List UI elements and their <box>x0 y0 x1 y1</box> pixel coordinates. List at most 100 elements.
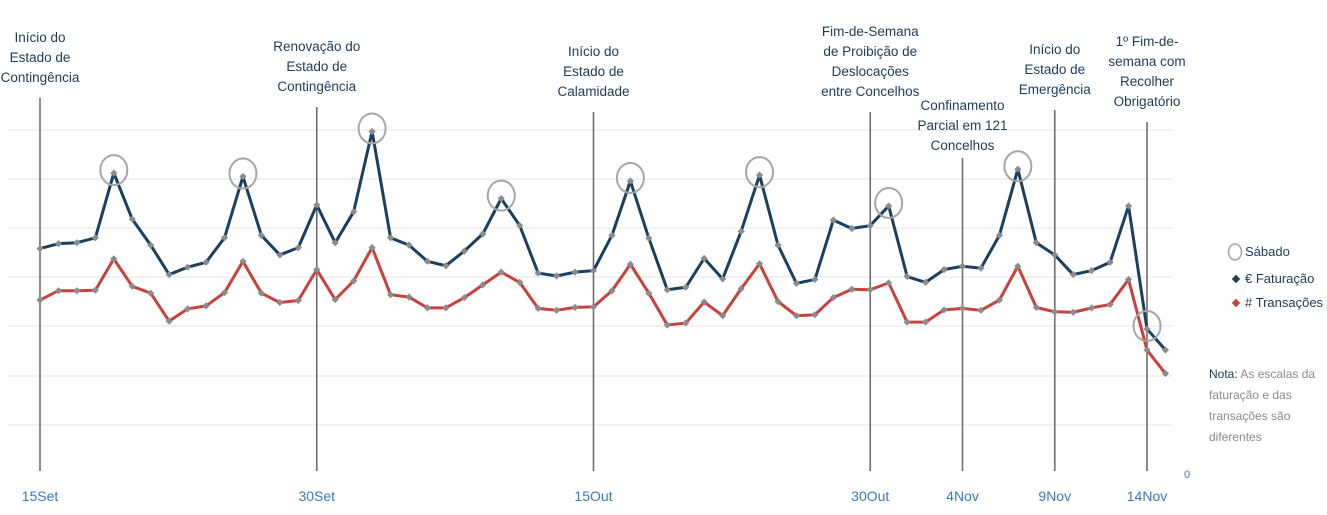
data-point <box>294 296 302 305</box>
data-point <box>54 240 63 248</box>
data-point <box>866 286 874 294</box>
data-point <box>442 262 450 270</box>
legend-label: # Transações <box>1245 295 1324 310</box>
data-point <box>995 231 1003 239</box>
data-point <box>792 312 801 320</box>
data-point <box>313 266 321 274</box>
data-point <box>350 208 358 216</box>
data-point <box>977 306 985 314</box>
x-tick-label: 15Out <box>574 488 612 504</box>
data-point <box>774 241 782 249</box>
data-point <box>405 293 413 301</box>
x-tick-label: 15Set <box>22 488 59 504</box>
data-point <box>479 230 487 238</box>
event-annotation: 1º Fim-de- <box>1116 34 1179 49</box>
event-annotation: Parcial em 121 <box>917 118 1007 133</box>
data-point <box>719 312 727 320</box>
x-tick-label: 4Nov <box>946 488 979 504</box>
note-text: As escalas da faturação e das transações… <box>1209 367 1316 444</box>
data-point <box>940 266 948 274</box>
data-point <box>571 303 579 311</box>
data-point <box>700 298 708 306</box>
data-point <box>239 257 247 265</box>
saturday-circle <box>874 186 904 219</box>
data-point <box>276 251 284 259</box>
data-point <box>755 260 764 268</box>
y-tick-label: 0 <box>1184 469 1190 481</box>
data-point <box>36 244 44 253</box>
data-point <box>479 281 487 289</box>
event-annotation: Estado de <box>286 59 347 74</box>
event-annotation: Calamidade <box>557 84 629 99</box>
data-point <box>1032 239 1040 247</box>
data-point <box>276 298 284 307</box>
data-point <box>220 234 229 242</box>
data-point <box>755 171 764 179</box>
event-annotation: Recolher <box>1120 74 1175 89</box>
saturday-circle <box>486 179 516 212</box>
legend: € Faturação # Transações <box>1227 243 1324 310</box>
event-annotation: Obrigatório <box>1114 94 1181 109</box>
data-point <box>110 255 118 263</box>
saturday-circle <box>99 154 129 187</box>
data-point <box>940 306 948 314</box>
event-annotation: Concelhos <box>931 138 995 153</box>
event-annotation: entre Concelhos <box>821 84 920 99</box>
data-point <box>1014 262 1022 270</box>
saturday-markers <box>99 112 1162 342</box>
data-point <box>922 278 930 286</box>
data-point <box>866 221 874 230</box>
data-point <box>350 277 358 285</box>
data-point <box>91 286 99 294</box>
data-point <box>700 254 708 262</box>
event-annotation: Início do <box>14 30 65 45</box>
data-point <box>1161 369 1170 378</box>
x-tick-label: 30Out <box>851 488 889 504</box>
event-annotation: Estado de <box>1024 62 1085 77</box>
data-point <box>54 287 63 295</box>
data-point <box>220 289 229 297</box>
data-point <box>608 231 616 239</box>
data-point <box>571 268 579 276</box>
data-point <box>110 169 118 177</box>
data-point <box>239 172 247 181</box>
data-point <box>977 264 985 272</box>
data-point <box>165 317 173 325</box>
data-point <box>405 241 413 249</box>
data-point <box>1014 165 1022 173</box>
series-transacoes <box>36 244 1170 378</box>
data-point <box>331 239 339 247</box>
data-point <box>36 296 44 304</box>
data-point <box>184 305 192 313</box>
data-point <box>774 297 782 306</box>
data-point <box>958 304 967 312</box>
data-point <box>682 319 690 327</box>
data-point <box>1124 202 1133 210</box>
x-tick-label: 9Nov <box>1038 488 1071 504</box>
data-point <box>792 279 801 287</box>
chart-note: Nota: As escalas da faturação e das tran… <box>1209 364 1321 448</box>
data-point <box>1088 304 1096 312</box>
data-point <box>589 303 598 311</box>
data-point <box>811 311 819 319</box>
data-point <box>626 260 634 268</box>
note-label: Nota: <box>1209 367 1238 381</box>
data-point <box>516 278 524 286</box>
data-point <box>1106 300 1114 309</box>
event-annotation: de Proibição de <box>823 44 917 59</box>
data-point <box>829 293 837 302</box>
event-annotation: Contingência <box>1 70 80 85</box>
data-point <box>645 289 653 297</box>
legend-marker-diamond <box>1231 274 1241 284</box>
saturday-circle <box>1132 309 1162 342</box>
x-tick-label: 30Set <box>298 488 335 504</box>
data-point <box>534 269 542 277</box>
data-point <box>903 318 911 326</box>
data-point <box>331 295 339 304</box>
saturday-circle <box>357 112 387 145</box>
data-point <box>848 285 856 293</box>
data-point <box>719 275 727 283</box>
data-point <box>903 272 911 281</box>
data-point <box>73 287 81 295</box>
